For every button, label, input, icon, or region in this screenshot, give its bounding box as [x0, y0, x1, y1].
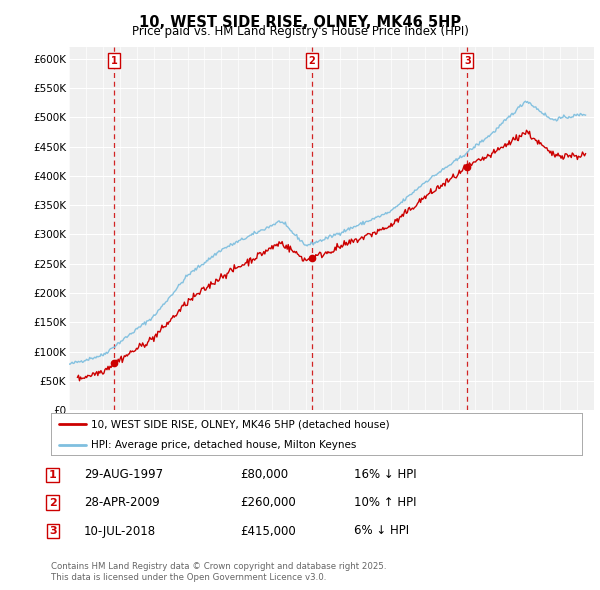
Text: 16% ↓ HPI: 16% ↓ HPI [354, 468, 416, 481]
Text: 1: 1 [110, 55, 118, 65]
Text: 10-JUL-2018: 10-JUL-2018 [84, 525, 156, 537]
Text: 28-APR-2009: 28-APR-2009 [84, 496, 160, 509]
Text: Price paid vs. HM Land Registry's House Price Index (HPI): Price paid vs. HM Land Registry's House … [131, 25, 469, 38]
Text: HPI: Average price, detached house, Milton Keynes: HPI: Average price, detached house, Milt… [91, 440, 356, 450]
Text: Contains HM Land Registry data © Crown copyright and database right 2025.: Contains HM Land Registry data © Crown c… [51, 562, 386, 571]
Text: 3: 3 [464, 55, 470, 65]
Text: 6% ↓ HPI: 6% ↓ HPI [354, 525, 409, 537]
Text: 1: 1 [49, 470, 56, 480]
Text: 29-AUG-1997: 29-AUG-1997 [84, 468, 163, 481]
Text: 10% ↑ HPI: 10% ↑ HPI [354, 496, 416, 509]
Text: 3: 3 [49, 526, 56, 536]
Text: £415,000: £415,000 [240, 525, 296, 537]
Text: 2: 2 [308, 55, 315, 65]
Text: 10, WEST SIDE RISE, OLNEY, MK46 5HP (detached house): 10, WEST SIDE RISE, OLNEY, MK46 5HP (det… [91, 419, 389, 430]
Text: 2: 2 [49, 498, 56, 507]
Text: This data is licensed under the Open Government Licence v3.0.: This data is licensed under the Open Gov… [51, 572, 326, 582]
Text: £260,000: £260,000 [240, 496, 296, 509]
Text: 10, WEST SIDE RISE, OLNEY, MK46 5HP: 10, WEST SIDE RISE, OLNEY, MK46 5HP [139, 15, 461, 30]
Text: £80,000: £80,000 [240, 468, 288, 481]
